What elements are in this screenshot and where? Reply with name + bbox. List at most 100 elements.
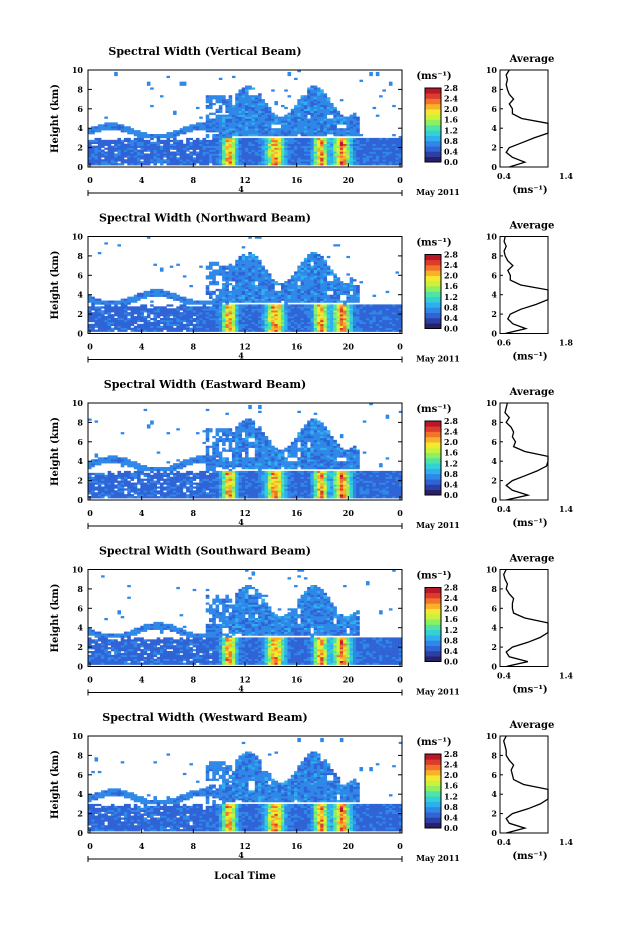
heatmap-cell xyxy=(310,299,314,301)
heatmap-cell xyxy=(232,314,236,316)
heatmap-cell xyxy=(153,477,157,479)
heatmap-cell xyxy=(346,326,350,328)
heatmap-cell xyxy=(261,101,265,103)
heatmap-cell xyxy=(307,163,311,165)
heatmap-cell xyxy=(307,264,311,266)
heatmap-cell xyxy=(255,99,259,101)
heatmap-cell xyxy=(274,297,278,299)
heatmap-cell xyxy=(337,128,341,130)
heatmap-cell xyxy=(229,132,233,134)
heatmap-cell xyxy=(163,496,167,498)
heatmap-cell xyxy=(317,299,321,301)
heatmap-cell xyxy=(386,324,390,326)
heatmap-cell xyxy=(373,140,377,142)
heatmap-cell xyxy=(114,457,118,459)
heatmap-cell xyxy=(95,314,99,316)
heatmap-cell xyxy=(288,126,292,128)
heatmap-cell xyxy=(284,126,288,128)
heatmap-cell xyxy=(232,120,236,122)
heatmap-cell xyxy=(330,107,334,109)
heatmap-cell xyxy=(320,155,324,157)
heatmap-cell xyxy=(310,119,314,121)
heatmap-cell xyxy=(274,148,278,150)
heatmap-cell xyxy=(235,273,239,275)
heatmap-cell xyxy=(245,117,249,119)
heatmap-cell xyxy=(157,496,161,498)
heatmap-cell xyxy=(176,144,180,146)
heatmap-cell xyxy=(359,163,363,165)
heatmap-cell xyxy=(104,157,108,159)
heatmap-cell xyxy=(131,140,135,142)
heatmap-cell xyxy=(150,477,154,479)
heatmap-cell xyxy=(121,496,125,498)
heatmap-cell xyxy=(98,155,102,157)
heatmap-cell xyxy=(108,322,112,324)
heatmap-cell xyxy=(382,326,386,328)
heatmap-cell xyxy=(176,297,180,299)
heatmap-cell xyxy=(180,320,184,322)
heatmap-cell xyxy=(379,320,383,322)
heatmap-cell xyxy=(193,142,197,144)
heatmap-cell xyxy=(324,103,328,105)
heatmap-cell xyxy=(337,281,341,283)
heatmap-cell xyxy=(147,161,151,163)
heatmap-cell xyxy=(150,420,154,422)
heatmap-cell xyxy=(320,93,324,95)
heatmap-cell xyxy=(274,308,278,310)
heatmap-cell xyxy=(117,138,121,140)
heatmap-cell xyxy=(232,157,236,159)
heatmap-cell xyxy=(343,308,347,310)
heatmap-cell xyxy=(307,301,311,303)
heatmap-cell xyxy=(258,159,262,161)
heatmap-cell xyxy=(216,159,220,161)
heatmap-cell xyxy=(376,324,380,326)
heatmap-cell xyxy=(163,308,167,310)
heatmap-cell xyxy=(271,310,275,312)
heatmap-cell xyxy=(160,312,164,314)
heatmap-cell xyxy=(369,330,373,332)
heatmap-cell xyxy=(314,155,318,157)
heatmap-cell xyxy=(134,465,138,467)
heatmap-cell xyxy=(124,316,128,318)
heatmap-cell xyxy=(382,140,386,142)
heatmap-cell xyxy=(180,144,184,146)
heatmap-cell xyxy=(131,312,135,314)
heatmap-cell xyxy=(222,148,226,150)
profile-x-tick-label: 0.4 xyxy=(497,171,511,181)
heatmap-cell xyxy=(206,126,210,128)
heatmap-cell xyxy=(199,326,203,328)
heatmap-cell xyxy=(114,490,118,492)
heatmap-cell xyxy=(140,479,144,481)
heatmap-cell xyxy=(359,312,363,314)
heatmap-cell xyxy=(392,161,396,163)
heatmap-cell xyxy=(173,297,177,299)
heatmap-cell xyxy=(173,159,177,161)
heatmap-cell xyxy=(219,312,223,314)
heatmap-cell xyxy=(314,262,318,264)
heatmap-cell xyxy=(327,306,331,308)
heatmap-cell xyxy=(216,136,220,138)
heatmap-cell xyxy=(216,264,220,266)
heatmap-cell xyxy=(261,148,265,150)
heatmap-cell xyxy=(340,289,344,291)
heatmap-cell xyxy=(284,291,288,293)
heatmap-cell xyxy=(160,328,164,330)
heatmap-cell xyxy=(88,142,92,144)
heatmap-cell xyxy=(376,140,380,142)
heatmap-cell xyxy=(340,293,344,295)
heatmap-cell xyxy=(144,163,148,165)
heatmap-cell xyxy=(206,140,210,142)
heatmap-cell xyxy=(108,312,112,314)
heatmap-cell xyxy=(268,297,272,299)
heatmap-cell xyxy=(98,140,102,142)
heatmap-cell xyxy=(274,117,278,119)
heatmap-cell xyxy=(232,289,236,291)
heatmap-cell xyxy=(310,91,314,93)
heatmap-cell xyxy=(95,320,99,322)
heatmap-cell xyxy=(382,330,386,332)
heatmap-cell xyxy=(157,324,161,326)
heatmap-cell xyxy=(216,109,220,111)
heatmap-cell xyxy=(238,275,242,277)
heatmap-cell xyxy=(216,151,220,153)
heatmap-cell xyxy=(209,105,213,107)
